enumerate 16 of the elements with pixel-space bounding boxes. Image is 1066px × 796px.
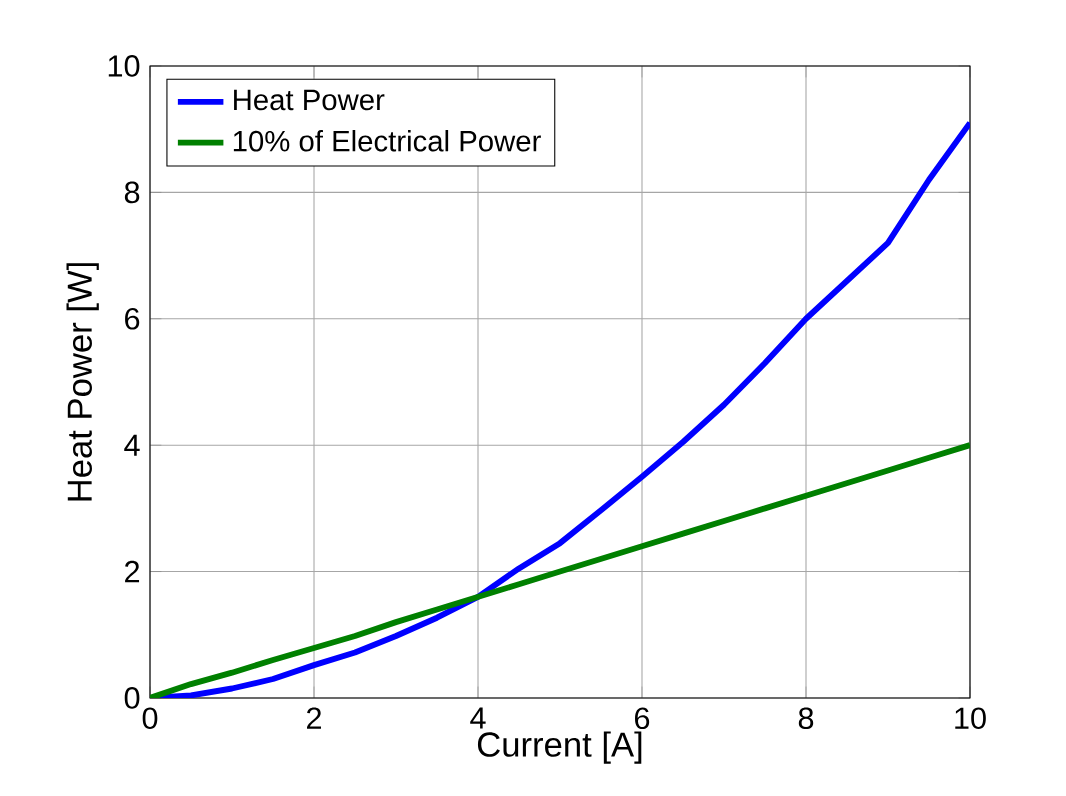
y-tick-label: 0 (124, 687, 140, 709)
x-tick-label: 10 (955, 707, 986, 730)
x-axis-title: Current [A] (477, 731, 642, 764)
y-tick-label: 10 (108, 55, 140, 77)
x-tick-label: 2 (307, 707, 321, 729)
y-tick-label: 4 (124, 434, 140, 456)
y-tick-label: 8 (124, 181, 140, 204)
legend-label: Heat Power (234, 89, 385, 111)
y-tick-label: 6 (125, 307, 140, 330)
x-tick-label: 0 (142, 707, 158, 730)
x-tick-label: 8 (798, 707, 814, 730)
x-tick-label: 4 (470, 707, 486, 729)
x-tick-label: 6 (635, 707, 650, 730)
legend-label: 10% of Electrical Power (233, 130, 541, 152)
y-tick-label: 2 (125, 560, 140, 583)
y-axis-title: Heat Power [W] (66, 263, 99, 501)
